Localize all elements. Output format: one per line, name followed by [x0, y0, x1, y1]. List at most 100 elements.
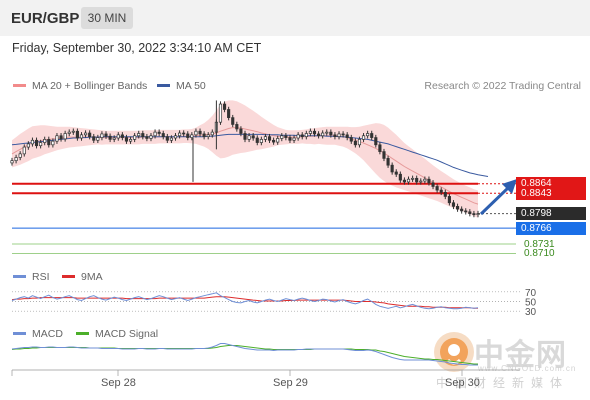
candle-body	[218, 103, 223, 123]
candle-body	[235, 124, 239, 130]
candle-body	[88, 132, 92, 138]
candle-body	[451, 202, 456, 207]
candle-body	[378, 144, 382, 152]
candle-body	[296, 134, 300, 139]
candle-body	[337, 133, 341, 138]
candle-body	[427, 178, 431, 184]
candle-body	[124, 137, 129, 142]
candle-body	[55, 135, 59, 142]
legend-swatch-macd	[13, 331, 26, 335]
candle-body	[198, 130, 202, 135]
candle-body	[75, 130, 79, 139]
candle-body	[468, 211, 472, 214]
candle-body	[34, 139, 39, 147]
candle-body	[325, 131, 329, 134]
timeframe-button[interactable]: 30 MIN	[81, 7, 133, 29]
candle-body	[447, 196, 451, 204]
macd-panel	[11, 343, 478, 366]
candle-body	[128, 139, 133, 142]
candle-body	[431, 182, 435, 187]
rsi-level-label-50: 50	[525, 298, 537, 309]
candle-body	[100, 133, 104, 138]
candle-body	[169, 137, 173, 141]
legend-label-macd: MACD	[32, 328, 63, 340]
candle-body	[178, 132, 182, 137]
candle-body	[406, 178, 411, 183]
candle-body	[370, 133, 374, 138]
candle-body	[149, 135, 153, 139]
candle-body	[398, 173, 402, 181]
candle-body	[26, 143, 30, 148]
candle-body	[210, 131, 214, 136]
candle-body	[79, 134, 84, 139]
candle-body	[182, 132, 186, 135]
timestamp: Friday, September 30, 2022 3:34:10 AM CE…	[12, 41, 262, 55]
price-tag-0.8710: 0.8710	[524, 248, 555, 260]
legend-label-9ma: 9MA	[81, 271, 103, 283]
price-tag-0.8798: 0.8798	[516, 207, 586, 221]
price-tag-0.8731: 0.8731	[524, 238, 555, 250]
candle-body	[312, 130, 317, 135]
candle-body	[10, 160, 14, 164]
legend-rsi: RSI	[13, 271, 50, 283]
legend-swatch-ma50	[157, 83, 170, 87]
candle-body	[71, 130, 75, 133]
legend-swatch-macd-signal	[76, 331, 89, 335]
candle-body	[288, 137, 292, 141]
symbol-label: EUR/GBP	[11, 10, 80, 27]
candle-body	[300, 134, 304, 138]
candle-body	[30, 139, 35, 145]
candle-body	[239, 128, 243, 134]
candle-body	[116, 134, 120, 139]
candle-body	[161, 133, 165, 138]
candle-body	[304, 133, 308, 138]
candle-body	[455, 206, 460, 210]
candle-body	[267, 136, 272, 141]
macd-line	[11, 343, 478, 366]
projection-arrow-layer	[479, 179, 517, 216]
legend-swatch-bb	[13, 83, 26, 87]
legend-ma50: MA 50	[157, 80, 206, 92]
candle-body	[382, 151, 386, 159]
candle-body	[394, 171, 398, 175]
candle-body	[190, 134, 194, 138]
candle-body	[390, 164, 394, 173]
candle-body	[227, 109, 231, 118]
projection-arrow-head	[502, 179, 517, 194]
candle-body	[251, 135, 255, 139]
candle-body	[108, 135, 112, 140]
candle-body	[460, 208, 464, 212]
projection-arrow-shaft	[479, 186, 510, 216]
legend-bollinger: MA 20 + Bollinger Bands	[13, 80, 147, 92]
candle-body	[47, 139, 51, 146]
legend-macd: MACD	[13, 328, 63, 340]
candle-body	[329, 131, 333, 136]
legend-macd-signal: MACD Signal	[76, 328, 158, 340]
candle-body	[84, 132, 88, 136]
candle-body	[361, 135, 366, 140]
candle-body	[284, 135, 288, 138]
candle-body	[366, 133, 370, 137]
candle-body	[206, 134, 210, 138]
date-label-sep29: Sep 29	[273, 377, 308, 389]
candle-body	[141, 133, 145, 138]
legend-label-ma50: MA 50	[176, 80, 206, 92]
bollinger-band-layer	[11, 100, 479, 218]
candle-body	[435, 186, 439, 191]
legend-rsi-ma: 9MA	[62, 271, 103, 283]
candle-body	[415, 177, 419, 183]
candle-body	[222, 103, 227, 110]
candle-body	[173, 135, 178, 139]
candles-layer	[10, 100, 480, 218]
candle-body	[255, 137, 259, 143]
candle-body	[39, 142, 43, 147]
candle-body	[423, 178, 427, 182]
price-tag-0.8766: 0.8766	[516, 221, 586, 235]
candle-body	[386, 158, 390, 166]
candle-body	[96, 137, 100, 141]
date-label-sep28: Sep 28	[101, 377, 136, 389]
candle-body	[186, 133, 190, 138]
candle-body	[443, 191, 447, 197]
